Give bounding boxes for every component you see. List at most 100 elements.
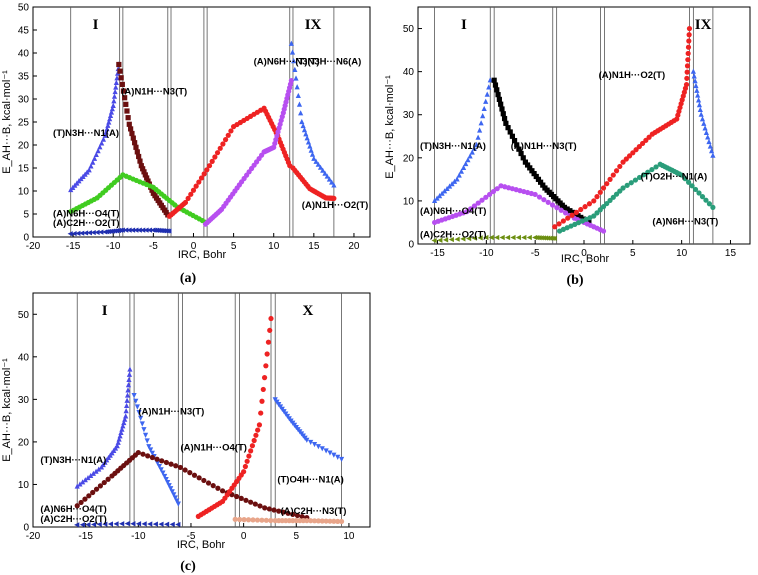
data-point-a xyxy=(112,88,118,95)
data-point-b xyxy=(545,199,551,205)
data-point-b xyxy=(698,111,704,117)
x-tick-label-b: 0 xyxy=(581,248,587,259)
data-point-c xyxy=(85,521,91,528)
data-point-b xyxy=(623,156,629,162)
axis-ticks-b: -15 -10 -5 0 5 10 15 0 10 20 30 40 50 xyxy=(403,24,737,259)
data-point-c xyxy=(319,446,325,452)
data-point-b xyxy=(562,210,569,216)
data-point-b xyxy=(465,235,472,242)
data-point-a xyxy=(313,158,319,164)
x-tick-label-c: -5 xyxy=(187,531,196,542)
data-point-a xyxy=(93,151,99,158)
data-point-b xyxy=(701,120,707,126)
data-point-a xyxy=(109,106,115,112)
data-point-a xyxy=(149,187,155,193)
data-point-a xyxy=(106,119,112,125)
data-point-a xyxy=(228,128,234,134)
data-point-c xyxy=(107,521,114,527)
data-point-c xyxy=(245,517,252,523)
x-tick-label-b: 10 xyxy=(676,248,688,259)
data-point-c xyxy=(156,463,162,470)
annotations-b: (T)N3H···N1(A) (A)N1H···N3(T) (A)N6H···O4(… xyxy=(420,70,718,240)
x-tick-label-a: 15 xyxy=(308,241,320,252)
data-point-b xyxy=(494,186,500,192)
data-point-c xyxy=(327,518,333,524)
data-point-c xyxy=(154,456,160,462)
data-point-c xyxy=(259,517,265,523)
data-point-b xyxy=(463,160,469,167)
data-point-b xyxy=(475,200,481,206)
data-point-b xyxy=(679,172,685,178)
data-point-a xyxy=(146,227,153,233)
data-point-a xyxy=(296,101,303,107)
data-point-c xyxy=(182,467,188,473)
data-point-b xyxy=(509,133,515,139)
data-point-a xyxy=(289,49,296,55)
data-point-a xyxy=(182,199,189,206)
data-point-a xyxy=(82,230,89,236)
data-point-b xyxy=(552,224,558,230)
data-point-a xyxy=(94,229,100,235)
y-tick-label-c: 40 xyxy=(18,352,30,363)
data-point-c xyxy=(122,416,128,422)
data-point-a xyxy=(206,163,213,169)
x-tick-label-a: -5 xyxy=(149,241,158,252)
y-tick-label-a: 10 xyxy=(18,187,30,198)
data-point-b xyxy=(575,213,581,219)
data-point-b xyxy=(686,25,693,32)
x-tick-label-a: 10 xyxy=(268,241,280,252)
data-point-b xyxy=(702,125,708,131)
data-point-b xyxy=(522,159,529,165)
series-a-a-n1h-o2-t xyxy=(290,165,337,201)
x-tick-label-a: 20 xyxy=(348,241,360,252)
x-tick-label-a: -15 xyxy=(66,241,81,252)
y-tick-label-c: 20 xyxy=(18,437,30,448)
data-point-a xyxy=(303,131,309,137)
data-point-c xyxy=(304,518,310,524)
data-point-b xyxy=(499,106,505,112)
data-point-c xyxy=(135,449,141,456)
data-point-b xyxy=(477,127,483,133)
data-point-c xyxy=(280,509,287,515)
data-point-c xyxy=(86,493,92,499)
data-point-c xyxy=(290,511,296,517)
data-point-b xyxy=(699,194,706,200)
data-point-c xyxy=(201,477,207,484)
data-point-a xyxy=(90,229,96,236)
y-tick-label-c: 30 xyxy=(18,395,30,406)
data-point-c xyxy=(174,498,180,504)
panel-label-b: (b) xyxy=(566,273,583,288)
data-point-b xyxy=(480,113,486,119)
data-point-c xyxy=(243,497,249,503)
data-point-b xyxy=(630,150,636,156)
data-point-c xyxy=(259,398,265,404)
data-point-b xyxy=(594,210,600,216)
data-point-c xyxy=(262,505,268,511)
data-point-c xyxy=(149,450,155,456)
data-point-b xyxy=(510,234,516,241)
data-point-b xyxy=(573,209,580,215)
data-point-c xyxy=(124,402,130,409)
data-point-c xyxy=(255,427,261,433)
data-point-b xyxy=(518,150,524,157)
data-point-a xyxy=(113,79,119,85)
data-point-c xyxy=(327,450,333,456)
data-point-c xyxy=(252,501,258,507)
data-point-c xyxy=(145,453,151,459)
x-axis-label-c: IRC, Bohr xyxy=(177,539,226,551)
data-point-b xyxy=(594,194,600,200)
data-point-a xyxy=(322,170,328,176)
data-point-c xyxy=(133,398,139,404)
data-point-a xyxy=(294,84,300,90)
series-c-a-c2h-n3-t xyxy=(232,516,345,525)
data-point-c xyxy=(308,518,314,524)
data-point-b xyxy=(695,97,702,103)
data-series-c xyxy=(74,315,345,528)
data-point-c xyxy=(135,521,142,527)
annotations-a: (T)N3H···N1(A) (A)N1H···N3(T) (A)N6H···O4(… xyxy=(53,57,368,229)
data-point-c xyxy=(138,415,144,421)
data-point-b xyxy=(591,213,597,219)
data-point-c xyxy=(308,439,314,446)
series-a-a-n6h-n3-t-violet xyxy=(202,78,294,227)
chart-panel-b: -15 -10 -5 0 5 10 15 0 10 20 30 40 50 I IX (T)N3H···N… xyxy=(384,6,751,288)
